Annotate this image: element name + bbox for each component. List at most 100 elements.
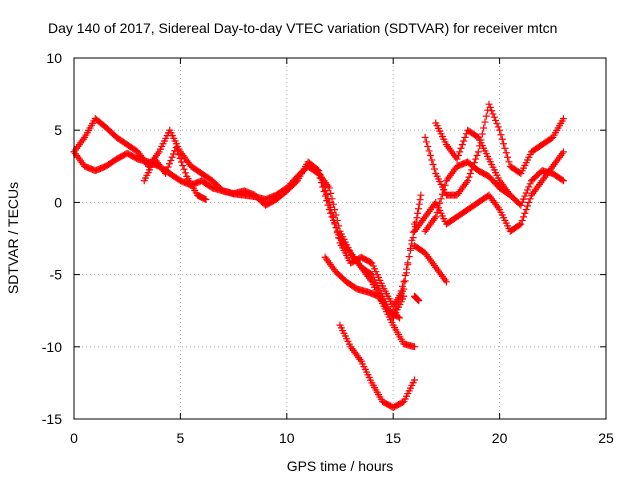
data-point (473, 151, 481, 159)
data-point (392, 305, 400, 313)
data-point (179, 162, 187, 170)
data-point (506, 191, 514, 199)
data-point (453, 155, 461, 163)
data-point (485, 100, 493, 108)
data-point (524, 186, 532, 194)
data-point (522, 189, 530, 197)
data-point (169, 150, 177, 158)
data-point (162, 170, 170, 178)
data-point (367, 258, 375, 266)
data-point (473, 133, 481, 141)
data-point (426, 151, 434, 159)
data-point (518, 216, 526, 224)
data-point (493, 120, 501, 128)
data-point (165, 160, 173, 168)
data-point (396, 314, 404, 322)
series-track-12 (432, 119, 514, 199)
y-tick-label: 5 (54, 122, 62, 138)
data-point (414, 209, 422, 217)
data-point (331, 206, 339, 214)
data-point (332, 211, 340, 219)
data-point (441, 181, 449, 189)
data-point (482, 112, 490, 120)
data-point (480, 124, 488, 132)
data-points (70, 100, 567, 411)
data-point (422, 138, 430, 146)
data-point (403, 265, 410, 273)
data-point (460, 137, 468, 145)
data-point (400, 278, 408, 286)
data-point (325, 198, 333, 206)
series-track-11 (410, 242, 450, 286)
y-tick-label: -5 (50, 267, 63, 283)
series-track-9 (421, 158, 567, 235)
data-point (413, 214, 421, 222)
data-point (417, 191, 425, 199)
data-point (415, 297, 423, 305)
series-track-3 (140, 144, 210, 204)
data-point (494, 123, 502, 131)
data-point (525, 183, 533, 191)
data-point (472, 155, 480, 163)
data-point (325, 184, 333, 192)
data-point (335, 222, 343, 230)
data-point (516, 221, 524, 229)
grid (74, 58, 606, 419)
data-point (405, 253, 413, 261)
data-point (292, 178, 300, 186)
y-axis-label: SDTVAR / TECUs (5, 182, 21, 294)
axis-ticks: 0 5 10 15 20 25 -15 -10 -5 0 5 10 (42, 50, 614, 446)
data-point (328, 195, 336, 203)
data-point (437, 195, 445, 203)
data-point (416, 196, 424, 204)
series-track-13 (410, 292, 423, 305)
data-point (323, 190, 331, 198)
data-point (167, 157, 175, 165)
data-point (414, 205, 422, 213)
data-point (168, 153, 176, 161)
data-point (461, 133, 469, 141)
series-track-4 (304, 162, 418, 351)
data-point (520, 195, 528, 203)
data-point (478, 130, 486, 138)
data-point (397, 287, 405, 295)
data-point (406, 246, 414, 254)
data-point (498, 135, 506, 143)
data-point (393, 300, 401, 308)
data-point (442, 278, 450, 286)
data-point (176, 154, 184, 162)
data-point (321, 186, 329, 194)
data-point (391, 309, 399, 317)
series-track-6 (336, 321, 418, 411)
data-point (520, 213, 528, 221)
data-point (474, 148, 482, 156)
data-point (490, 113, 498, 121)
x-tick-label: 25 (598, 430, 614, 446)
series-track-8 (421, 100, 567, 199)
data-point (440, 186, 448, 194)
data-point (395, 296, 403, 304)
data-point (429, 160, 437, 168)
chart-title: Day 140 of 2017, Sidereal Day-to-day VTE… (48, 20, 557, 36)
x-tick-label: 0 (70, 430, 78, 446)
data-point (456, 148, 464, 156)
y-tick-label: -10 (42, 339, 62, 355)
x-axis-label: GPS time / hours (287, 458, 394, 474)
data-point (517, 201, 525, 209)
data-point (481, 118, 489, 126)
data-point (164, 163, 172, 171)
data-point (522, 206, 530, 214)
data-point (465, 173, 473, 181)
y-tick-label: 10 (46, 50, 62, 66)
series-track-10 (410, 148, 567, 235)
data-point (163, 166, 171, 174)
data-point (518, 198, 526, 206)
data-point (504, 153, 512, 161)
data-point (327, 189, 335, 197)
data-point (458, 141, 466, 149)
data-point (410, 343, 418, 351)
data-point (438, 190, 446, 198)
data-point (486, 103, 494, 111)
data-point (335, 234, 343, 242)
